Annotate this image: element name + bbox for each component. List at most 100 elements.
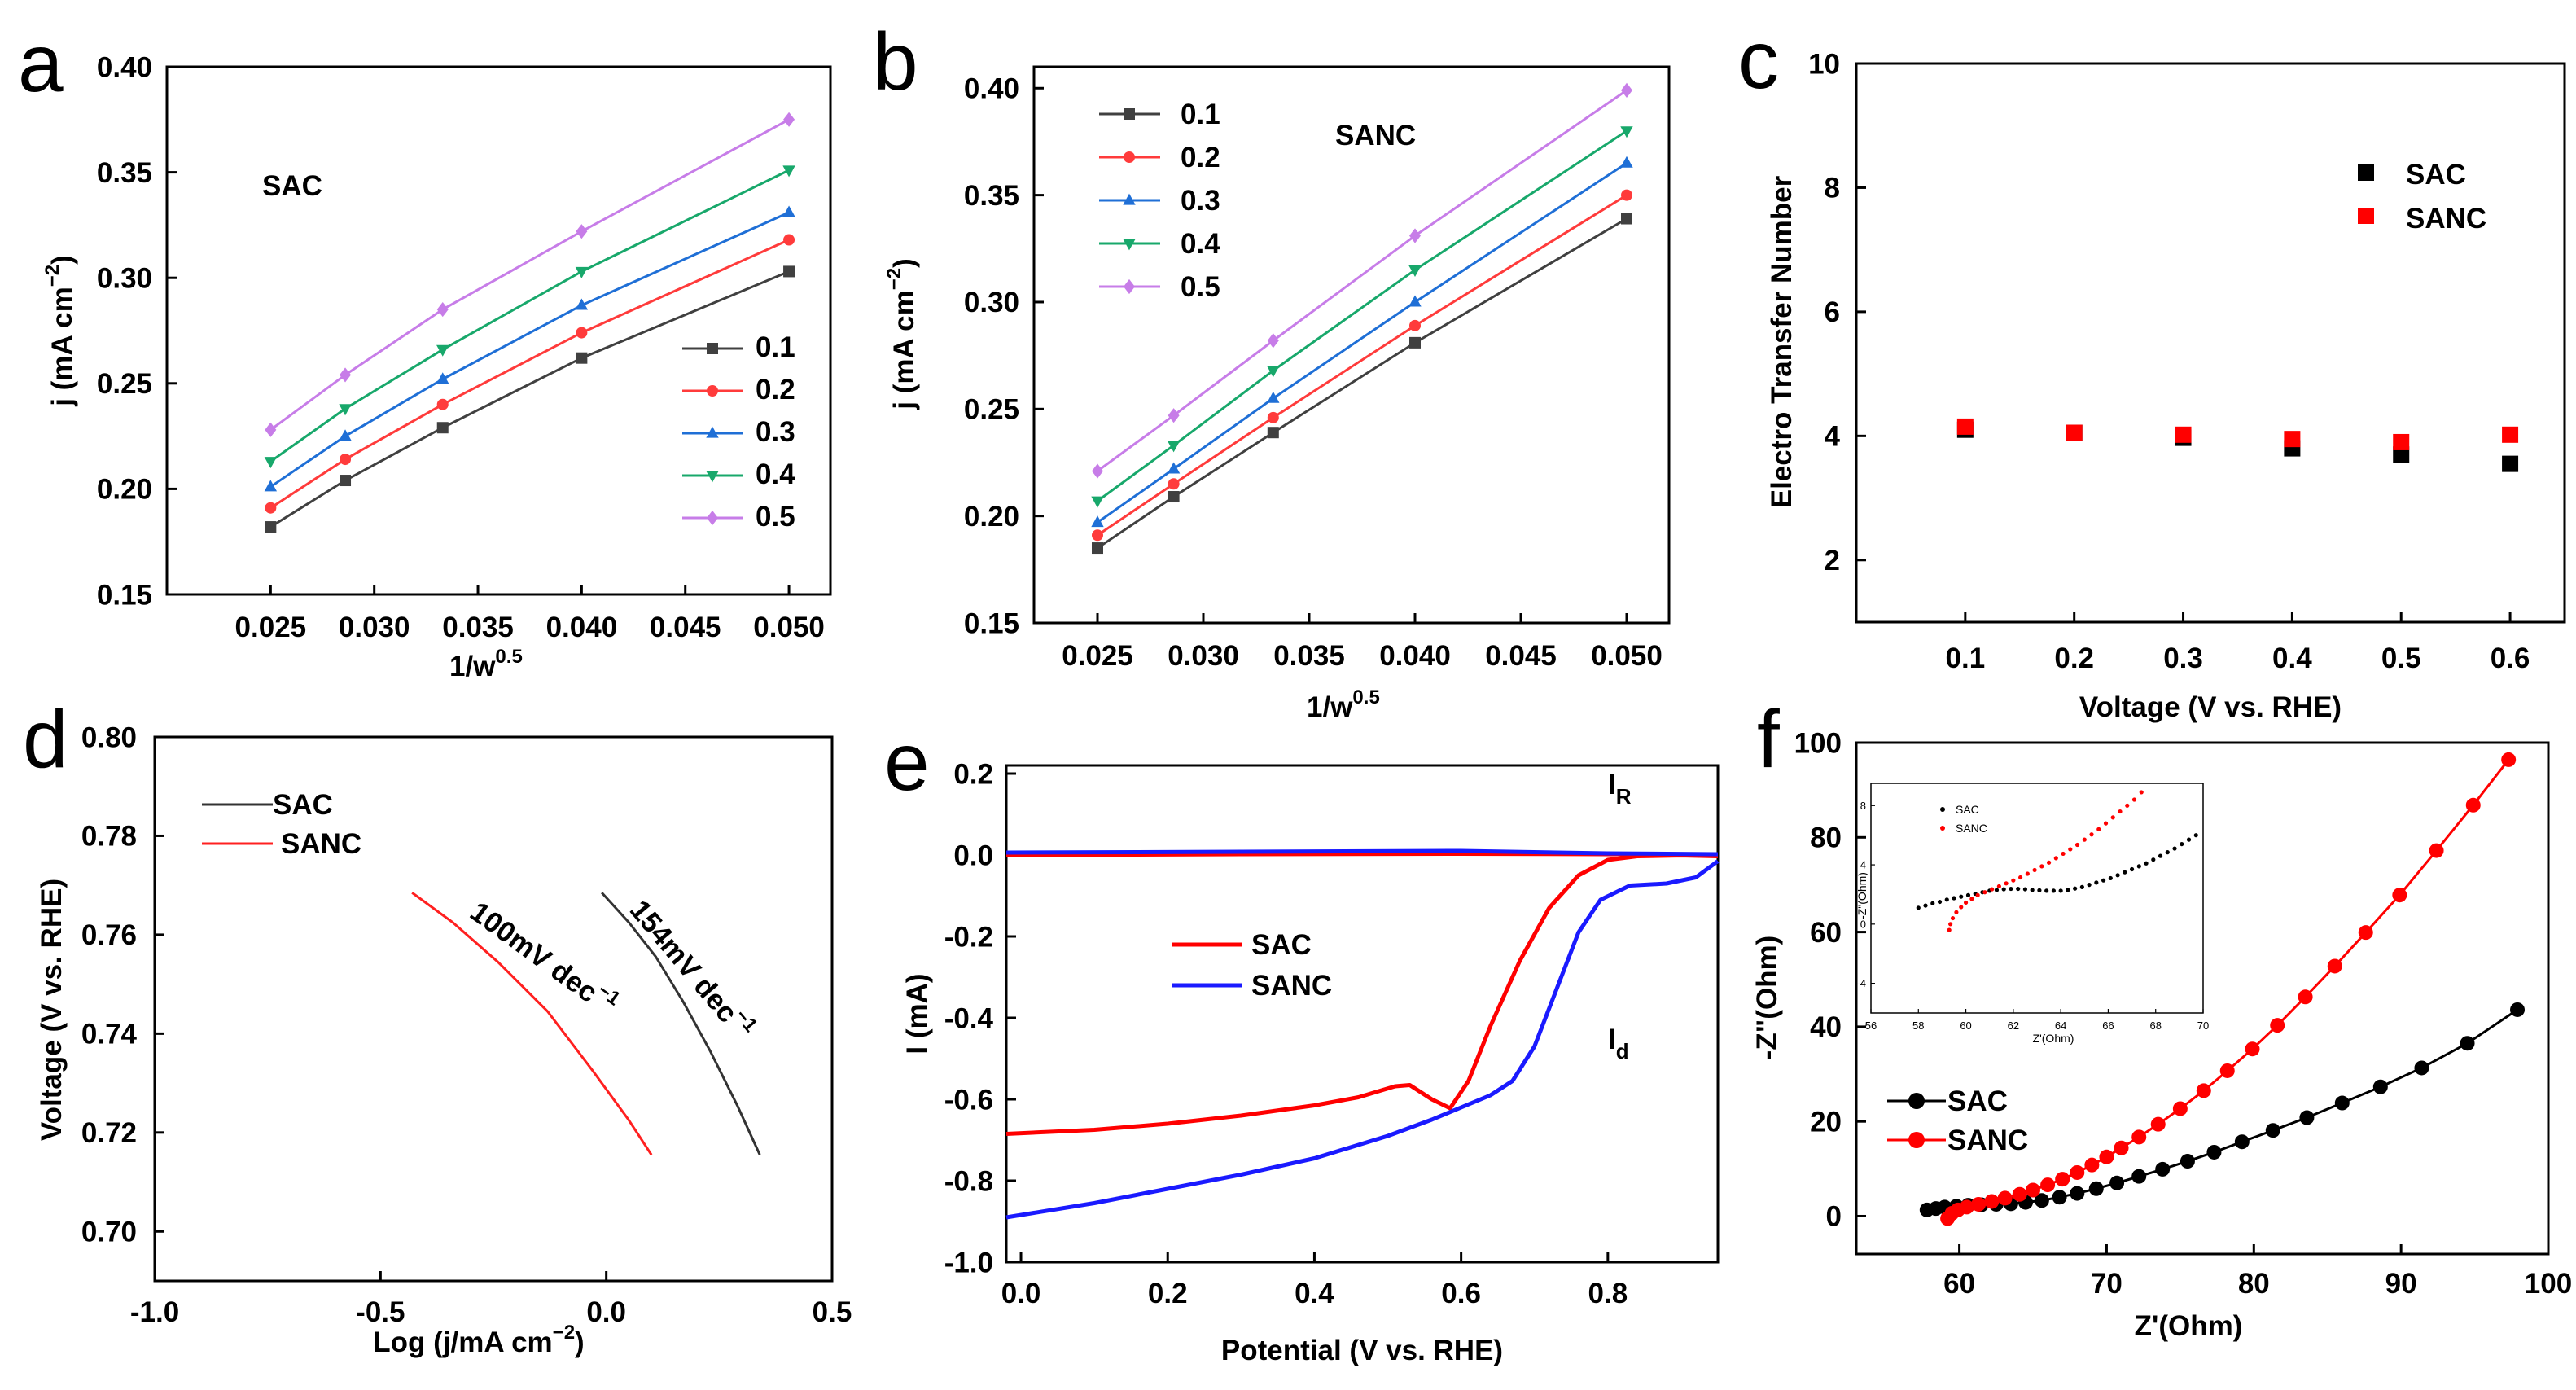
- b-ytick-label: 0.15: [964, 607, 1019, 639]
- inset-legend: SAC SANC: [1940, 803, 1987, 835]
- series-b-0.1-point: [1409, 336, 1421, 349]
- d-xtick-label: 0.0: [586, 1296, 626, 1328]
- e-ytick-label: -0.8: [944, 1165, 993, 1197]
- inset-SANC-point: [2053, 856, 2058, 861]
- series-a-0.5-point: [576, 224, 588, 239]
- series-f-SAC-point: [2131, 1169, 2147, 1184]
- f-ytick-label: 60: [1810, 917, 1842, 949]
- fi-ytick-label: 0: [1860, 918, 1866, 930]
- series-f-SANC-point: [1959, 1199, 1974, 1215]
- series-b-0.4-point: [1167, 441, 1181, 453]
- c-ytick-label: 10: [1808, 48, 1840, 80]
- fi-ytick-label: 4: [1860, 859, 1866, 871]
- inset-SANC-point: [2018, 875, 2023, 880]
- e-xtick-label: 0.6: [1441, 1278, 1481, 1309]
- d-ytick-label: 0.80: [81, 721, 137, 753]
- inset-SANC-point: [2139, 790, 2144, 795]
- e-ytick-label: -1.0: [944, 1247, 993, 1278]
- inset-SANC-point: [2068, 847, 2073, 852]
- series-c-SANC-point: [2175, 426, 2192, 443]
- inset-SAC-point: [2180, 841, 2184, 847]
- legend-d-sac: SAC: [273, 789, 333, 821]
- series-a-0.3-point: [575, 298, 589, 310]
- a-xtick-label: 0.045: [650, 612, 721, 643]
- inset-SAC-point: [2001, 887, 2006, 892]
- fi-xtick-label: 62: [2008, 1019, 2019, 1032]
- inset-SAC-point: [2172, 846, 2177, 851]
- panel-f-legend: SAC SANC: [1887, 1085, 2028, 1156]
- fi-xtick-label: 70: [2197, 1019, 2209, 1032]
- series-f-SANC-point: [2084, 1157, 2100, 1173]
- inset-SAC-point: [1937, 899, 1943, 905]
- panel-c-xlabel: Voltage (V vs. RHE): [2079, 691, 2342, 723]
- inset-SANC-point: [2046, 860, 2052, 865]
- c-ytick-label: 2: [1825, 545, 1840, 577]
- legend-c-sanc-marker: [2358, 208, 2374, 224]
- series-f-SAC-point: [2088, 1181, 2104, 1196]
- d-ytick-label: 0.74: [81, 1019, 138, 1050]
- inset-SANC-point: [1996, 884, 2001, 889]
- series-c-SAC-point: [2502, 455, 2519, 472]
- series-f-SANC-point: [2026, 1182, 2041, 1198]
- series-f-SAC-point: [2070, 1186, 2085, 1201]
- series-e-SANC-ring-line: [1005, 848, 1719, 857]
- d-ytick-label: 0.70: [81, 1217, 137, 1248]
- inset-SAC-point: [2115, 873, 2120, 878]
- series-f-SANC-point: [2327, 958, 2342, 974]
- inset-SANC-point: [2061, 851, 2066, 857]
- panel-b-frame: [1032, 65, 1671, 625]
- inset-SAC-point: [2186, 837, 2192, 842]
- c-ytick-label: 4: [1825, 421, 1841, 453]
- c-xtick-label: 0.3: [2163, 642, 2203, 674]
- legend-c-sac-marker: [2358, 164, 2374, 181]
- b-xtick-label: 0.050: [1591, 640, 1663, 672]
- f-xtick-label: 100: [2525, 1268, 2572, 1300]
- panel-d-x-ticks: -1.0 -0.5 0.0 0.5: [130, 1271, 852, 1328]
- legend-a-0.5: 0.5: [756, 501, 795, 533]
- legend-a-0.4: 0.4: [756, 458, 795, 490]
- series-f-SANC-point: [2245, 1041, 2260, 1057]
- fi-xtick-label: 68: [2149, 1019, 2161, 1032]
- panel-e-x-ticks: 0.0 0.2 0.4 0.6 0.8: [1001, 1252, 1628, 1309]
- series-b-0.1-point: [1168, 491, 1180, 503]
- series-a-0.5-point: [340, 367, 352, 383]
- inset-frame: [1870, 783, 2204, 1014]
- inset-SANC-point: [1948, 922, 1953, 927]
- e-ytick-label: -0.6: [944, 1084, 993, 1116]
- series-f-SANC-point: [2196, 1083, 2211, 1098]
- inset-SAC-point: [2051, 888, 2056, 893]
- e-xtick-label: 0.8: [1588, 1278, 1628, 1309]
- series-f-SANC-point: [2150, 1116, 2166, 1132]
- panel-letter-e: e: [884, 717, 930, 808]
- panel-b-legend: 0.1 0.2 0.3 0.4 0.5: [1099, 99, 1220, 303]
- series-f-SAC-point: [2460, 1036, 2475, 1051]
- panel-d: -1.0 -0.5 0.0 0.5 0.700.720.740.760.780.80 …: [36, 721, 852, 1358]
- series-a-0.3-point: [339, 429, 352, 441]
- panel-a-series: [264, 112, 795, 533]
- inset-SAC-point: [1952, 896, 1956, 901]
- f-ytick-label: 20: [1810, 1106, 1842, 1138]
- inset-SAC-point: [1923, 903, 1928, 908]
- panel-b: 0.025 0.030 0.035 0.040 0.045 0.050 0.150.200…: [883, 65, 1671, 723]
- series-b-0.1-point: [1267, 427, 1279, 439]
- f-ytick-label: 40: [1810, 1011, 1842, 1043]
- inset-SAC-point: [2030, 888, 2035, 892]
- inset-SANC-point: [2011, 878, 2016, 883]
- legend-f-sanc-marker: [1908, 1132, 1925, 1148]
- series-b-0.5-point: [1621, 82, 1632, 98]
- series-f-SANC-point: [2131, 1129, 2147, 1145]
- inset-SAC-point: [2193, 833, 2198, 838]
- f-xtick-label: 80: [2238, 1268, 2270, 1300]
- c-xtick-label: 0.6: [2491, 642, 2530, 674]
- legend-a-0.1-marker: [707, 343, 718, 354]
- legend-c-sanc: SANC: [2406, 203, 2486, 235]
- inset-SANC-point: [2074, 842, 2080, 848]
- series-a-0.3-point: [436, 372, 449, 384]
- inset-SAC-point: [2058, 888, 2063, 893]
- series-a-0.1-line: [269, 270, 790, 528]
- series-f-SAC-line: [1926, 1008, 2518, 1212]
- panel-e-xlabel: Potential (V vs. RHE): [1221, 1335, 1503, 1366]
- series-f-SAC-point: [2234, 1134, 2250, 1150]
- inset-legend-sanc-marker: [1940, 826, 1945, 831]
